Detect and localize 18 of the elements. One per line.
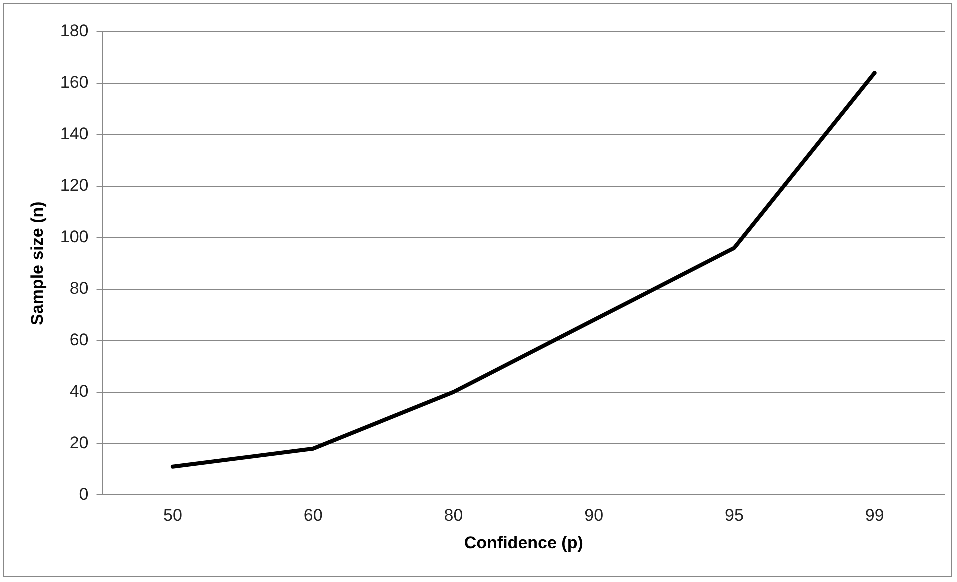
x-tick-label: 50 <box>163 506 182 526</box>
y-tick-label: 100 <box>60 228 89 247</box>
y-tick-label: 40 <box>70 382 89 401</box>
x-axis-title: Confidence (p) <box>464 533 584 552</box>
y-tick-label: 140 <box>60 124 89 144</box>
y-tick-label: 180 <box>60 22 89 41</box>
y-tick-label: 120 <box>60 176 89 196</box>
x-tick-label: 80 <box>444 506 464 526</box>
y-axis-title: Sample size (n) <box>28 202 47 326</box>
y-tick-label: 160 <box>60 73 89 92</box>
x-tick-label: 95 <box>724 506 744 526</box>
x-tick-label: 90 <box>584 506 604 526</box>
y-tick-label: 20 <box>70 433 89 452</box>
x-tick-label: 60 <box>304 506 323 526</box>
y-tick-label: 0 <box>79 484 89 504</box>
x-tick-label: 99 <box>865 506 884 526</box>
y-tick-label: 60 <box>70 330 89 350</box>
y-tick-label: 80 <box>70 279 89 298</box>
